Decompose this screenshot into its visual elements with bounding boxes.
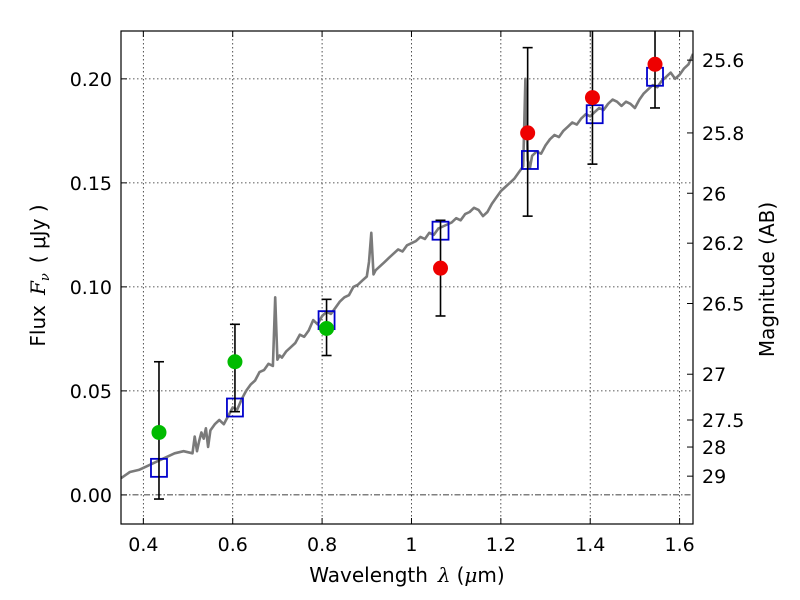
x-tick-label-0: 0.4	[128, 534, 158, 556]
x-axis-title-word: Wavelength	[309, 563, 428, 587]
y-axis-title: Flux Fν ( μJy )	[26, 204, 53, 346]
x-axis-title: Wavelength λ (μm)	[309, 563, 504, 587]
model-flux-square-5	[585, 104, 604, 125]
y-axis-title-F: F	[26, 280, 50, 296]
y-tick-label-3: 0.15	[70, 173, 112, 195]
x-axis-title-mu: μ	[464, 563, 477, 587]
right-axis-title: Magnitude (AB)	[755, 202, 779, 357]
y-tick-label-1: 0.05	[70, 381, 112, 403]
plot-frame	[120, 30, 694, 525]
x-tick-label-1: 0.6	[218, 534, 248, 556]
upper-limit-point-1	[520, 125, 536, 141]
x-tick-label-5: 1.4	[575, 534, 605, 556]
y-axis-title-unit: ( μJy )	[26, 204, 50, 263]
upper-limit-point-3	[647, 56, 663, 72]
right-tick-label-6: 27.5	[702, 410, 744, 432]
x-tick-label-4: 1.2	[486, 534, 516, 556]
right-tick-label-2: 26	[702, 183, 726, 205]
x-tick-label-6: 1.6	[664, 534, 694, 556]
y-tick-label-0: 0.00	[70, 485, 112, 507]
right-tick-label-3: 26.2	[702, 233, 744, 255]
plot-area	[121, 31, 693, 500]
model-flux-square-4	[520, 150, 539, 170]
x-tick-label-3: 1	[405, 534, 417, 556]
right-tick-label-4: 26.5	[702, 294, 744, 316]
upper-limit-point-0	[433, 260, 449, 276]
x-axis-title-lambda: λ	[437, 563, 451, 587]
upper-limit-point-2	[584, 90, 600, 106]
x-tick-label-2: 0.8	[307, 534, 337, 556]
right-tick-label-0: 25.6	[702, 50, 744, 72]
y-axis-title-nu: ν	[38, 273, 53, 281]
detection-point-0	[151, 424, 167, 440]
grid-lines	[121, 31, 693, 524]
x-axis-title-unit-close: m)	[477, 563, 504, 587]
right-tick-label-5: 27	[702, 364, 726, 386]
y-tick-label-2: 0.10	[70, 277, 112, 299]
y-axis-title-word: Flux	[26, 305, 50, 347]
y-tick-label-4: 0.20	[70, 69, 112, 91]
detection-point-2	[319, 320, 335, 336]
axes: 0.4 0.6 0.8 1 1.2 1.4 1.6 0.00 0.05 0.10 0.15 0.20 2…	[70, 30, 744, 556]
right-tick-label-1: 25.8	[702, 123, 744, 145]
x-axis-title-unit-open: (	[457, 563, 465, 587]
right-tick-label-8: 29	[702, 466, 726, 488]
detection-point-1	[227, 354, 243, 370]
right-tick-label-7: 28	[702, 437, 726, 459]
